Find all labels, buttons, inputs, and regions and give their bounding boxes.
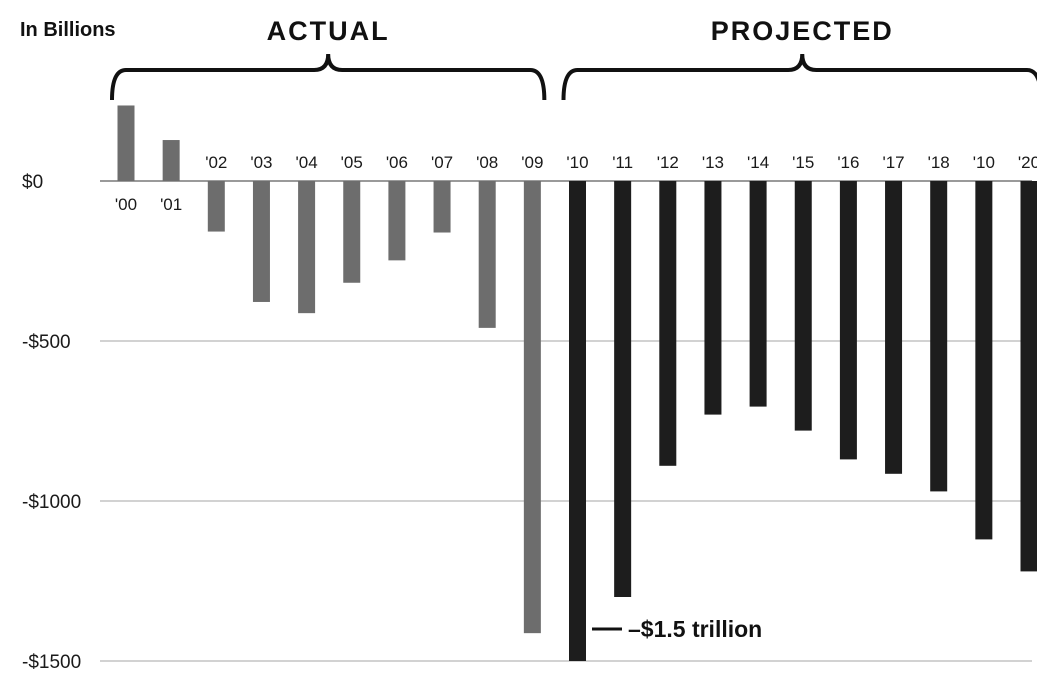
annotation-label: –$1.5 trillion <box>628 616 762 642</box>
bar <box>523 181 541 634</box>
bar <box>298 181 316 314</box>
unit-label: In Billions <box>20 19 116 41</box>
bar <box>839 181 857 460</box>
group-brace <box>561 53 1037 101</box>
x-tick-label: '03 <box>250 153 272 172</box>
x-tick-label: '10 <box>566 153 588 172</box>
x-tick-label: '17 <box>882 153 904 172</box>
bar <box>659 181 677 466</box>
x-tick-label: '04 <box>296 153 318 172</box>
bar <box>252 181 270 302</box>
bar <box>975 181 993 540</box>
x-tick-label: '01 <box>160 195 182 214</box>
bar <box>794 181 812 431</box>
bar <box>388 181 406 261</box>
x-tick-label: '08 <box>476 153 498 172</box>
y-tick-label: -$1000 <box>22 492 81 513</box>
y-axis-ticks: $0 -$500 -$1000 -$1500 <box>22 172 81 673</box>
bar <box>343 181 361 283</box>
y-tick-label: -$1500 <box>22 652 81 673</box>
bar <box>930 181 948 492</box>
group-label-projected: PROJECTED <box>711 16 894 46</box>
x-tick-label: '06 <box>386 153 408 172</box>
x-tick-label: '15 <box>792 153 814 172</box>
x-tick-label: '12 <box>657 153 679 172</box>
y-tick-label: $0 <box>22 172 43 193</box>
bar <box>569 181 586 661</box>
bar <box>117 105 135 181</box>
x-tick-label: '20 <box>1018 153 1037 172</box>
x-tick-label: '11 <box>612 153 633 172</box>
bar <box>749 181 767 407</box>
x-tick-label: '05 <box>341 153 363 172</box>
bar <box>207 181 225 232</box>
x-tick-label: '02 <box>205 153 227 172</box>
group-braces <box>110 53 1037 101</box>
x-tick-label: '14 <box>747 153 769 172</box>
x-tick-label: '16 <box>837 153 859 172</box>
bar <box>614 181 632 597</box>
bar <box>885 181 903 474</box>
bar <box>478 181 496 328</box>
bar <box>1020 181 1037 572</box>
bar <box>162 140 180 181</box>
x-tick-label: '10 <box>973 153 995 172</box>
group-brace <box>110 53 547 101</box>
bar <box>433 181 451 233</box>
y-tick-label: -$500 <box>22 332 71 353</box>
x-tick-label: '18 <box>928 153 950 172</box>
group-label-actual: ACTUAL <box>267 16 390 46</box>
bar <box>704 181 722 415</box>
x-tick-label: '00 <box>115 195 137 214</box>
x-tick-label: '13 <box>702 153 724 172</box>
x-tick-label: '09 <box>521 153 543 172</box>
x-tick-label: '07 <box>431 153 453 172</box>
bars <box>117 105 1037 661</box>
x-axis-ticks: '00 '01 '02 '03 '04 '05 '06 '07 '08 '09 '10 '11 '12 '… <box>115 153 1037 214</box>
